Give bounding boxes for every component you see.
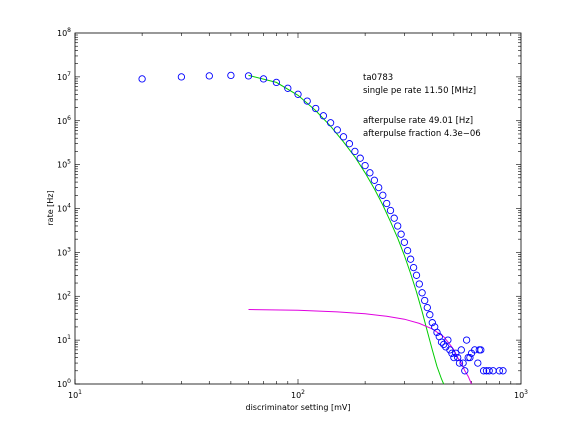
data-point xyxy=(455,359,464,367)
data-point xyxy=(259,75,268,83)
data-point xyxy=(370,176,379,184)
data-point xyxy=(450,353,458,362)
data-point xyxy=(459,359,467,367)
y-tick-label: 107 xyxy=(57,71,71,82)
annotation-4: afterpulse fraction 4.3e−06 xyxy=(363,129,481,139)
data-point xyxy=(397,230,405,238)
data-point xyxy=(138,75,146,83)
data-point xyxy=(448,349,456,357)
data-point xyxy=(333,126,341,134)
data-point xyxy=(462,336,471,344)
x-axis-label: discriminator setting [mV] xyxy=(245,403,350,412)
data-point xyxy=(326,119,335,127)
data-point xyxy=(428,319,436,327)
data-point xyxy=(205,72,213,80)
data-point xyxy=(426,311,434,319)
x-tick-label: 101 xyxy=(68,389,82,400)
data-point xyxy=(272,78,281,87)
data-point xyxy=(294,90,302,98)
data-point xyxy=(457,346,465,354)
data-point xyxy=(284,84,292,92)
y-tick-label: 102 xyxy=(57,290,71,301)
axis-ticks xyxy=(74,33,521,385)
data-point xyxy=(394,222,402,230)
y-tick-label: 104 xyxy=(57,203,71,214)
annotation-2: single pe rate 11.50 [MHz] xyxy=(363,86,476,96)
x-tick-label: 102 xyxy=(291,389,305,400)
data-point xyxy=(437,338,446,346)
data-point xyxy=(415,280,423,288)
y-tick-label: 100 xyxy=(57,378,71,389)
data-point xyxy=(319,112,328,120)
data-point xyxy=(339,133,348,141)
data-point xyxy=(177,73,186,81)
y-axis-label: rate [Hz] xyxy=(46,190,55,225)
x-tick-label: 103 xyxy=(514,389,528,400)
data-point xyxy=(361,161,369,170)
data-point xyxy=(499,367,507,375)
data-point xyxy=(485,367,493,375)
data-point xyxy=(444,336,452,344)
data-point xyxy=(495,367,504,375)
data-point xyxy=(477,346,485,354)
data-point xyxy=(474,359,482,367)
y-tick-label: 105 xyxy=(57,159,71,170)
data-point xyxy=(409,263,418,272)
data-point xyxy=(227,71,235,80)
data-point xyxy=(244,72,253,80)
data-point xyxy=(440,340,448,349)
data-point xyxy=(356,154,364,162)
data-point xyxy=(375,183,383,192)
data-point xyxy=(345,140,354,148)
data-points xyxy=(138,71,507,375)
data-point xyxy=(312,104,320,113)
annotation-1: ta0783 xyxy=(363,73,393,83)
data-point xyxy=(303,97,311,105)
y-tick-label: 101 xyxy=(57,334,71,345)
data-point xyxy=(433,328,441,337)
data-point xyxy=(351,147,359,156)
data-point xyxy=(406,255,415,263)
data-point xyxy=(452,349,460,357)
data-point xyxy=(466,353,474,362)
data-point xyxy=(400,238,409,246)
data-point xyxy=(366,169,374,177)
y-tick-label: 106 xyxy=(57,115,71,126)
data-point xyxy=(418,289,426,297)
data-point xyxy=(461,367,469,375)
annotation-3: afterpulse rate 49.01 [Hz] xyxy=(363,116,473,126)
y-tick-label: 103 xyxy=(57,246,71,257)
chart-annotations: ta0783 single pe rate 11.50 [MHz] afterpul… xyxy=(363,73,481,139)
fit-curve-1 xyxy=(248,74,445,385)
data-point xyxy=(412,271,421,279)
data-point xyxy=(386,206,395,215)
data-point xyxy=(383,199,391,208)
data-point xyxy=(390,214,398,222)
data-point xyxy=(379,191,387,199)
data-point xyxy=(421,296,429,305)
data-point xyxy=(423,303,431,312)
y-tick-label: 108 xyxy=(57,27,71,38)
data-point xyxy=(403,246,412,255)
data-point xyxy=(479,367,488,375)
